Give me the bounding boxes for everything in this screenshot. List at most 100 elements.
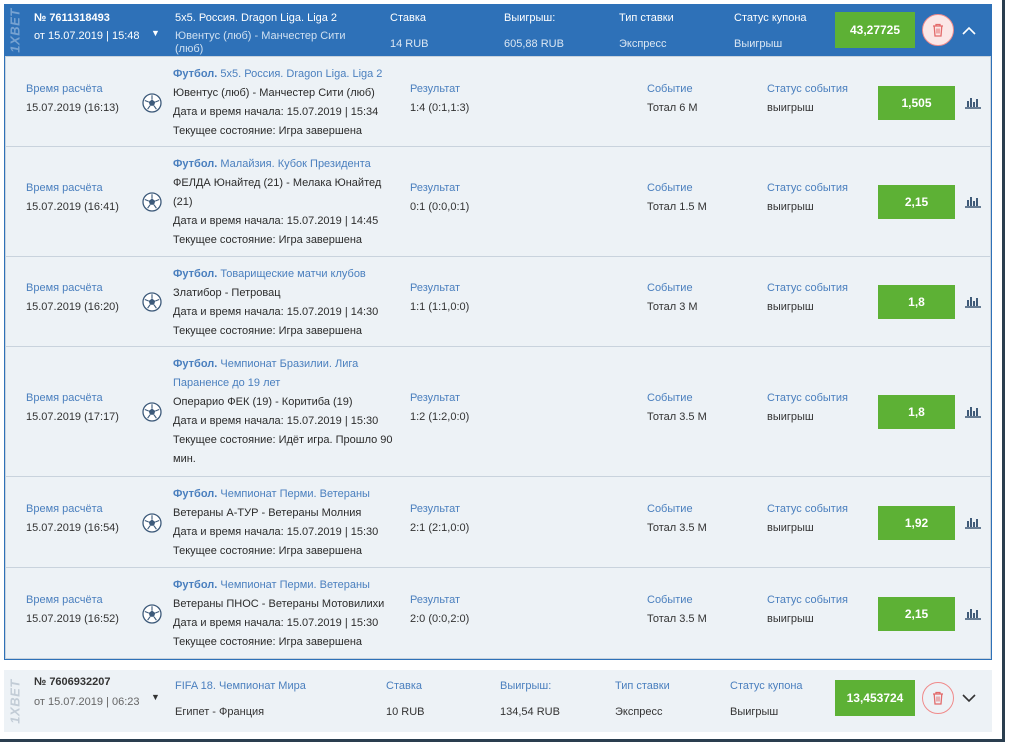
bet-type-value: Экспресс [619,38,667,50]
state-value: Идёт игра. Прошло 90 мин. [173,434,393,465]
event-value: Тотал 3.5 М [647,411,707,423]
event-sport: Футбол. [173,268,218,280]
coupon-number: № 7611318493 [34,12,110,24]
coupon-header-collapsed[interactable]: 1XBET № 7606932207 от 15.07.2019 | 06:23… [4,670,992,732]
state-label: Текущее состояние: [173,325,276,337]
event-teams: Ювентус (люб) - Манчестер Сити (люб) [173,87,375,99]
event-label: Событие [647,83,693,95]
state-label: Текущее состояние: [173,234,276,246]
win-label: Выигрыш: [500,680,552,692]
result-value: 1:2 (1:2,0:0) [410,411,470,423]
result-label: Результат [410,182,461,194]
start-value: 15.07.2019 | 14:30 [286,306,379,318]
calc-time-label: Время расчёта [26,182,103,194]
event-value: Тотал 3.5 М [647,522,707,534]
result-value: 2:0 (0:0,2:0) [410,613,470,625]
coupon-coef-button[interactable]: 13,453724 [835,680,915,716]
event-sport: Футбол. [173,68,218,80]
event-status-value: выигрыш [767,613,814,625]
coupon-tournament: 5х5. Россия. Dragon Liga. Liga 2 [175,12,338,24]
event-value: Тотал 3 М [647,301,698,313]
coupon-header[interactable]: 1XBET № 7611318493 от 15.07.2019 | 15:48… [4,4,992,56]
start-label: Дата и время начала: [173,617,284,629]
state-value: Игра завершена [278,325,363,337]
event-sport: Футбол. [173,579,218,591]
event-status-value: выигрыш [767,201,814,213]
event-league[interactable]: Товарищеские матчи клубов [220,268,366,280]
start-label: Дата и время начала: [173,526,284,538]
statistics-icon[interactable] [964,95,982,109]
football-icon [142,93,162,113]
coupon-match: Ювентус (люб) - Манчестер Сити (люб) [175,30,346,55]
event-status-label: Статус события [767,83,848,95]
expand-chevron-down-icon[interactable] [962,690,976,706]
event-teams: Ветераны ПНОС - Ветераны Мотовилихи [173,598,385,610]
delete-coupon-button[interactable] [922,682,954,714]
event-league[interactable]: Чемпионат Перми. Ветераны [220,579,370,591]
statistics-icon[interactable] [964,294,982,308]
event-info: Футбол. Чемпионат Перми. Ветераны Ветеран… [173,576,393,652]
event-value: Тотал 6 М [647,102,698,114]
coupon-tournament: FIFA 18. Чемпионат Мира [175,680,306,692]
event-info: Футбол. Чемпионат Перми. Ветераны Ветеран… [173,485,393,561]
event-status-value: выигрыш [767,522,814,534]
stake-label: Ставка [386,680,422,692]
brand-logo: 1XBET [7,678,23,724]
calc-time-label: Время расчёта [26,282,103,294]
event-info: Футбол. 5х5. Россия. Dragon Liga. Liga 2… [173,65,393,141]
event-coef-button[interactable]: 2,15 [878,597,955,631]
calc-time-label: Время расчёта [26,503,103,515]
caret-down-icon[interactable]: ▼ [151,28,160,38]
event-coef-button[interactable]: 1,8 [878,395,955,429]
event-coef-button[interactable]: 2,15 [878,185,955,219]
event-label: Событие [647,503,693,515]
event-info: Футбол. Чемпионат Бразилии. Лига Паранен… [173,355,393,469]
football-icon [142,292,162,312]
event-status-value: выигрыш [767,102,814,114]
event-row: Время расчёта 15.07.2019 (16:41) Футбол. М… [5,147,991,257]
state-value: Игра завершена [278,636,363,648]
collapse-chevron-up-icon[interactable] [962,22,976,38]
event-label: Событие [647,282,693,294]
state-label: Текущее состояние: [173,125,276,137]
statistics-icon[interactable] [964,515,982,529]
coupon-number: № 7606932207 [34,676,111,688]
event-league[interactable]: Чемпионат Перми. Ветераны [220,488,370,500]
event-coef-button[interactable]: 1,92 [878,506,955,540]
statistics-icon[interactable] [964,606,982,620]
stake-label: Ставка [390,12,426,24]
coupon-coef-button[interactable]: 43,27725 [835,12,915,48]
coupon-status-label: Статус купона [734,12,807,24]
start-value: 15.07.2019 | 15:30 [286,415,379,427]
calc-time-value: 15.07.2019 (16:52) [26,613,119,625]
state-value: Игра завершена [278,545,363,557]
statistics-icon[interactable] [964,194,982,208]
event-label: Событие [647,182,693,194]
event-league[interactable]: Малайзия. Кубок Президента [220,158,371,170]
coupon-status-value: Выигрыш [734,38,783,50]
start-label: Дата и время начала: [173,306,284,318]
event-status-label: Статус события [767,594,848,606]
event-status-label: Статус события [767,182,848,194]
statistics-icon[interactable] [964,404,982,418]
event-status-label: Статус события [767,392,848,404]
calc-time-value: 15.07.2019 (16:41) [26,201,119,213]
state-value: Игра завершена [278,234,363,246]
events-list: Время расчёта 15.07.2019 (16:13) Футбол. 5… [4,56,992,660]
start-value: 15.07.2019 | 15:30 [286,526,379,538]
result-value: 1:1 (1:1,0:0) [410,301,470,313]
event-league[interactable]: Чемпионат Бразилии. Лига Параненсе до 19… [173,358,359,389]
coupon-date: от 15.07.2019 | 15:48 [34,30,140,42]
result-label: Результат [410,594,461,606]
calc-time-value: 15.07.2019 (16:20) [26,301,119,313]
football-icon [142,604,162,624]
event-coef-button[interactable]: 1,8 [878,285,955,319]
event-coef-button[interactable]: 1,505 [878,86,955,120]
result-value: 0:1 (0:0,0:1) [410,201,470,213]
caret-down-icon[interactable]: ▼ [151,692,160,702]
event-sport: Футбол. [173,358,218,370]
delete-coupon-button[interactable] [922,14,954,46]
event-league[interactable]: 5х5. Россия. Dragon Liga. Liga 2 [220,68,383,80]
event-teams: Златибор - Петровац [173,287,281,299]
